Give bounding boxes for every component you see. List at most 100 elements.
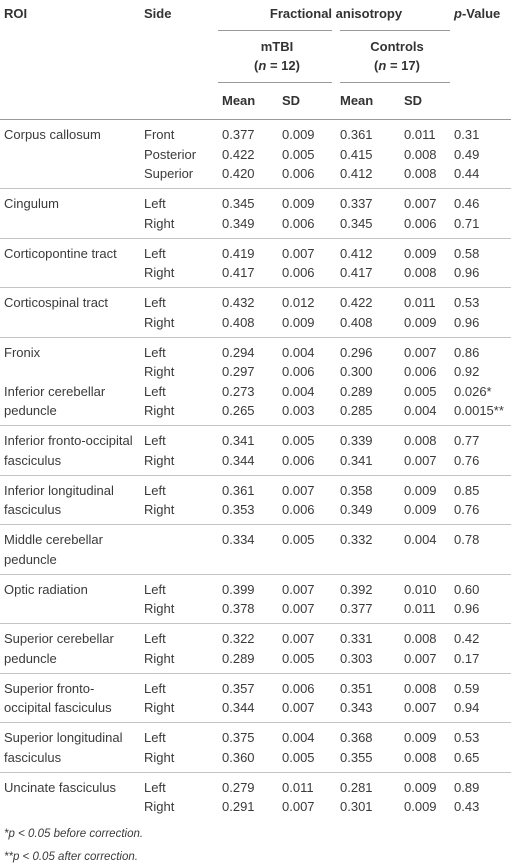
value-cell: 0.006	[278, 362, 336, 382]
footnote-mark: *	[4, 828, 9, 840]
side-text: Left	[144, 344, 166, 360]
value-cell: 0.009	[400, 237, 451, 263]
value-cell: 0.377	[336, 599, 400, 624]
value-cell: 0.291	[218, 797, 278, 821]
value-cell: 0.006	[278, 451, 336, 476]
cell-value: 0.46	[454, 196, 480, 211]
table-row: Corticospinal tract Left 0.432 0.012 0.422 0.…	[0, 287, 511, 337]
cell-value: 0.43	[454, 799, 480, 814]
cell-value: 0.415	[340, 146, 373, 162]
cell-value: 0.361	[222, 482, 255, 498]
cell-value: 0.361	[340, 127, 373, 142]
value-cell: 0.341	[336, 451, 400, 476]
header-text: -Value	[461, 6, 501, 21]
cell-value: 0.399	[222, 581, 255, 597]
value-cell: 0.010	[400, 573, 451, 599]
value-cell: 0.011	[400, 120, 450, 145]
data-table: ROI Side Fractional anisotropy p-Value m…	[0, 0, 511, 821]
header-text: (	[374, 58, 379, 73]
side-text: Left	[144, 482, 166, 498]
cell-value: 0.004	[404, 403, 437, 418]
cell-value: 0.003	[282, 403, 315, 418]
value-cell: 0.004	[278, 382, 336, 402]
cell-value: 0.006	[404, 215, 437, 231]
cell-value: 0.78	[454, 532, 480, 547]
cell-value: 0.291	[222, 799, 255, 814]
cell-value: 0.007	[404, 344, 437, 360]
value-cell: 0.353	[218, 500, 278, 525]
value-cell: 0.012	[278, 287, 336, 313]
cell-value: 0.377	[222, 127, 255, 142]
value-cell: 0.011	[400, 287, 451, 313]
value-cell: 0.378	[218, 599, 278, 624]
value-cell: 0.53	[450, 287, 511, 313]
cell-value: 0.007	[404, 700, 437, 715]
value-cell: 0.007	[278, 474, 336, 500]
value-cell: 0.279	[218, 771, 278, 797]
value-cell: 0.345	[336, 214, 400, 239]
cell-value: 0.279	[222, 779, 255, 795]
side-cell: Left	[140, 474, 218, 500]
side-cell	[140, 524, 218, 574]
value-cell: 0.345	[218, 188, 278, 214]
cell-value: 0.59	[454, 680, 480, 696]
cell-value: 0.265	[222, 403, 255, 418]
cell-value: 0.006	[404, 364, 437, 379]
value-cell: 0.009	[400, 500, 450, 525]
cell-value: 0.007	[282, 482, 315, 498]
cell-value: 0.345	[222, 196, 255, 211]
cell-value: 0.419	[222, 245, 255, 261]
value-cell: 0.432	[218, 287, 278, 313]
cell-value: 0.368	[340, 730, 373, 745]
table-row: Right 0.378 0.007 0.377 0.011 0.96	[0, 599, 511, 624]
header-text: Controls	[370, 38, 424, 54]
cell-value: 0.341	[222, 433, 255, 448]
cell-value: 0.77	[454, 433, 480, 448]
header-cell: Side	[140, 0, 218, 120]
cell-value: 0.65	[454, 749, 480, 765]
value-cell: 0.009	[400, 722, 451, 748]
cell-value: 0.005	[282, 532, 315, 547]
roi-cell: Superior longitudinal fasciculus	[0, 722, 140, 772]
cell-value: 0.337	[340, 196, 373, 211]
side-cell: Right	[140, 649, 218, 674]
cell-value: 0.412	[340, 166, 373, 181]
side-cell: Right	[140, 313, 218, 338]
roi-cell: Superior fronto-occipital fasciculus	[0, 672, 140, 723]
cell-value: 0.006	[282, 364, 315, 379]
value-cell: 0.006	[278, 214, 336, 239]
cell-value: 0.332	[340, 532, 373, 547]
cell-value: 0.31	[454, 127, 480, 142]
roi-name: Cingulum	[4, 196, 59, 211]
side-text: Left	[144, 196, 166, 211]
cell-value: 0.89	[454, 779, 480, 795]
value-cell: 0.301	[336, 797, 400, 821]
footnote-mark: **	[4, 851, 13, 863]
cell-value: 0.026*	[454, 383, 492, 399]
value-cell: 0.341	[218, 425, 278, 451]
cell-value: 0.009	[404, 245, 437, 261]
side-text: Left	[144, 631, 166, 646]
value-cell: 0.296	[336, 336, 400, 362]
value-cell: 0.399	[218, 573, 278, 599]
value-cell: 0.412	[336, 164, 400, 189]
value-cell: 0.005	[400, 382, 450, 402]
table-row: Right 0.291 0.007 0.301 0.009 0.43	[0, 797, 511, 821]
header-text: n	[378, 58, 387, 73]
value-cell: 0.009	[400, 797, 450, 821]
value-cell: 0.92	[450, 362, 511, 382]
value-cell: 0.392	[336, 573, 400, 599]
value-cell: 0.322	[218, 623, 278, 649]
cell-value: 0.004	[282, 344, 315, 360]
value-cell: 0.003	[278, 401, 336, 426]
table-row: Superior 0.420 0.006 0.412 0.008 0.44	[0, 164, 511, 189]
table-row: Inferior longitudinal fasciculus Left 0.36…	[0, 474, 511, 525]
value-cell: 0.008	[400, 672, 451, 698]
value-cell: 0.026*	[450, 382, 511, 402]
table-row: Optic radiation Left 0.399 0.007 0.392 0.010 0…	[0, 573, 511, 624]
side-text: Superior	[144, 166, 194, 181]
cell-value: 0.96	[454, 601, 480, 616]
side-text: Right	[144, 601, 175, 616]
table-row: Right 0.297 0.006 0.300 0.006 0.92	[0, 362, 511, 382]
